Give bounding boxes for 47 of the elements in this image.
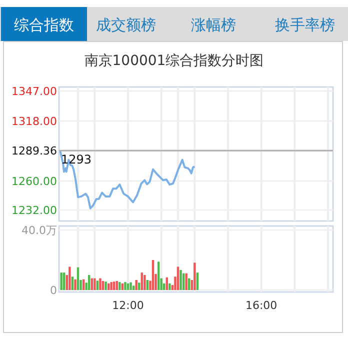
y-tick-label: 1289.36 — [12, 144, 57, 158]
line-series — [59, 150, 196, 210]
bar — [104, 282, 107, 290]
y-tick-label: 1318.00 — [12, 115, 57, 128]
bar — [138, 282, 140, 290]
bar — [74, 279, 76, 290]
bar — [196, 272, 199, 290]
bar — [185, 273, 188, 290]
bar — [135, 280, 138, 290]
bar — [152, 260, 154, 290]
x-tick-label: 16:00 — [245, 299, 278, 312]
bar — [118, 282, 121, 290]
y-tick-label: 1260.00 — [12, 175, 57, 188]
bar — [102, 281, 104, 290]
bar — [121, 283, 124, 290]
y-tick-label: 1347.00 — [12, 85, 57, 98]
y-tick-label: 1232.00 — [12, 204, 57, 217]
bar — [168, 283, 171, 290]
bar — [99, 278, 102, 290]
chart-title: 南京100001综合指数分时图 — [84, 53, 264, 69]
bar — [62, 272, 66, 290]
bar — [180, 270, 182, 290]
bar — [88, 275, 90, 290]
bar — [132, 286, 135, 290]
bar — [96, 280, 99, 290]
bar — [194, 262, 196, 290]
tabs: 综合指数 成交额榜 涨幅榜 换手率榜 — [0, 7, 348, 41]
bar — [107, 283, 110, 290]
bar — [71, 276, 74, 290]
bar — [124, 282, 126, 290]
bar — [182, 273, 185, 290]
bar — [144, 275, 146, 290]
bar — [94, 278, 96, 290]
bar — [140, 272, 144, 290]
bar — [146, 280, 149, 290]
bar — [116, 281, 118, 290]
x-tick-label: 12:00 — [112, 299, 144, 312]
y-tick-label: 0 — [50, 284, 57, 297]
bar — [157, 262, 160, 290]
bar — [112, 282, 116, 290]
bar — [130, 282, 132, 290]
bar — [126, 283, 130, 290]
bar — [110, 282, 112, 290]
bar — [68, 266, 71, 290]
bar — [60, 272, 62, 290]
y-tick-label: 40.0万 — [22, 224, 57, 237]
bar — [76, 267, 80, 290]
